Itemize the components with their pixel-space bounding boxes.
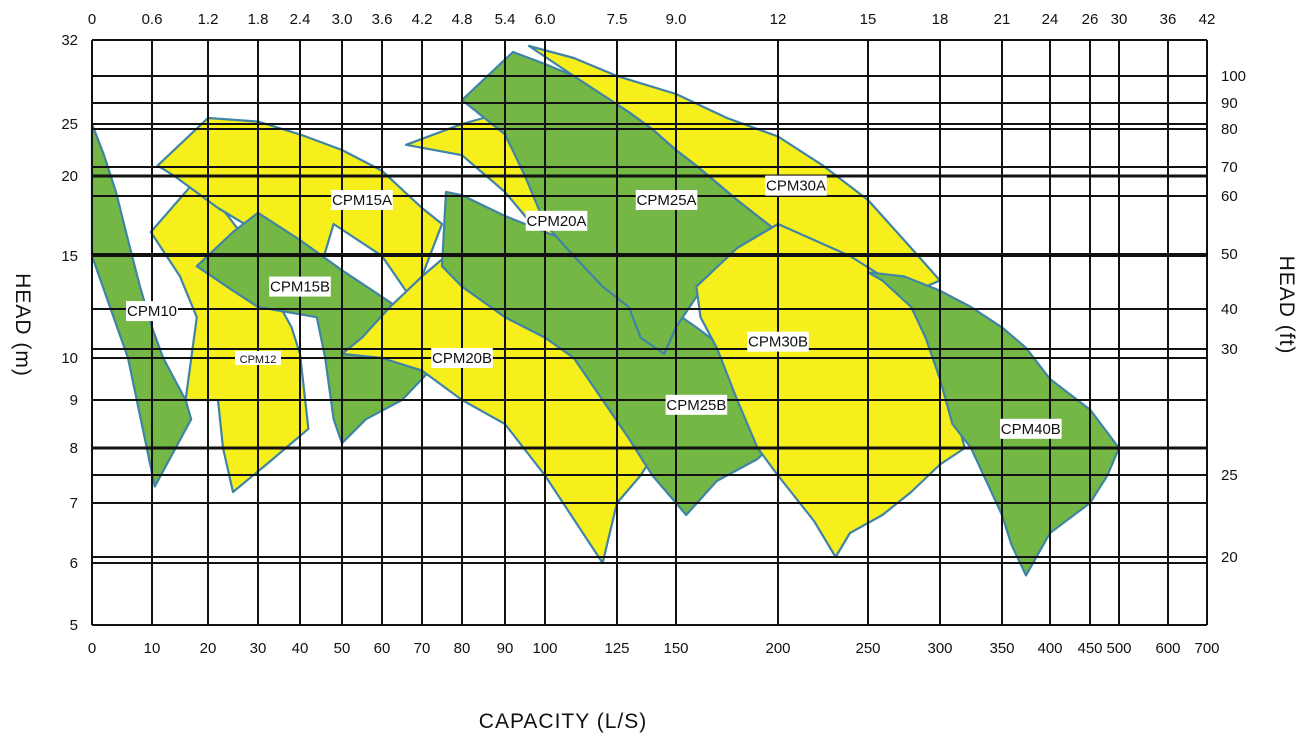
label-background (1000, 418, 1062, 439)
label-background (525, 210, 588, 231)
x-tick-label-bottom: 80 (454, 640, 471, 657)
x-tick-label-bottom: 200 (765, 640, 790, 657)
y-tick-label-left: 5 (70, 617, 78, 634)
region-labels: CPM10 CPM12 CPM15A CPM15B CPM20A CPM20B CPM25A… (126, 175, 1062, 439)
x-tick-label-top: 4.8 (452, 11, 473, 28)
y-tick-label-right: 80 (1221, 121, 1238, 138)
y-tick-label-left: 9 (70, 392, 78, 409)
x-tick-label-top: 24 (1042, 11, 1059, 28)
x-tick-label-top: 15 (860, 11, 877, 28)
x-tick-label-bottom: 125 (604, 640, 629, 657)
x-tick-label-bottom: 50 (334, 640, 351, 657)
y-tick-label-right: 40 (1221, 301, 1238, 318)
tick-labels: 0 10 20 30 40 50 60 70 80 90 100 125 150 200 250 300 350… (61, 11, 1246, 657)
x-tick-label-top: 21 (994, 11, 1011, 28)
y-tick-label-left: 7 (70, 495, 78, 512)
label-background (235, 351, 281, 365)
y-tick-label-right: 50 (1221, 246, 1238, 263)
x-tick-label-top: 3.0 (332, 11, 353, 28)
label-background (765, 175, 827, 196)
x-tick-label-bottom: 450 (1077, 640, 1102, 657)
x-tick-label-top: 26 (1082, 11, 1099, 28)
y-tick-label-right: 70 (1221, 159, 1238, 176)
label-background (431, 348, 493, 368)
y-tick-label-right: 20 (1221, 549, 1238, 566)
region-label-cpm20a: CPM20A (527, 213, 587, 230)
region-label-cpm25b: CPM25B (666, 397, 726, 414)
region-label-cpm25a: CPM25A (637, 192, 697, 209)
label-background (331, 190, 393, 210)
x-tick-label-top: 36 (1160, 11, 1177, 28)
x-tick-label-bottom: 500 (1106, 640, 1131, 657)
region-label-cpm12: CPM12 (240, 354, 277, 366)
x-tick-label-bottom: 400 (1037, 640, 1062, 657)
x-tick-label-bottom: 10 (144, 640, 161, 657)
x-tick-label-bottom: 0 (88, 640, 96, 657)
label-background (747, 331, 809, 352)
y-tick-label-right: 25 (1221, 467, 1238, 484)
regions-layer (90, 44, 1121, 577)
x-tick-label-top: 42 (1199, 11, 1216, 28)
y-tick-label-left: 32 (61, 32, 78, 49)
x-tick-label-bottom: 100 (532, 640, 557, 657)
x-tick-label-bottom: 300 (927, 640, 952, 657)
label-background (665, 394, 728, 415)
label-background (635, 190, 698, 210)
y-tick-label-right: 30 (1221, 341, 1238, 358)
region-label-cpm20b: CPM20B (432, 350, 492, 367)
x-tick-label-top: 7.5 (607, 11, 628, 28)
x-tick-label-bottom: 60 (374, 640, 391, 657)
x-tick-label-top: 6.0 (535, 11, 556, 28)
x-axis-title: CAPACITY (L/S) (479, 710, 647, 733)
region-label-cpm30a: CPM30A (766, 178, 826, 195)
x-tick-label-top: 9.0 (666, 11, 687, 28)
x-tick-label-top: 0 (88, 11, 96, 28)
x-tick-label-top: 4.2 (412, 11, 433, 28)
x-tick-label-bottom: 350 (989, 640, 1014, 657)
y-tick-label-right: 60 (1221, 188, 1238, 205)
x-tick-label-top: 30 (1111, 11, 1128, 28)
y-tick-label-left: 15 (61, 248, 78, 265)
grid-layer (91, 39, 1208, 626)
y-tick-label-left: 6 (70, 555, 78, 572)
x-tick-label-top: 18 (932, 11, 949, 28)
y-tick-label-left: 10 (61, 350, 78, 367)
region-label-cpm40b: CPM40B (1001, 421, 1061, 438)
x-tick-label-bottom: 40 (292, 640, 309, 657)
x-tick-label-bottom: 600 (1155, 640, 1180, 657)
y-tick-label-left: 20 (61, 168, 78, 185)
region-label-cpm30b: CPM30B (748, 334, 808, 351)
region-label-cpm15a: CPM15A (332, 192, 392, 209)
y-tick-label-left: 25 (61, 116, 78, 133)
x-tick-label-top: 12 (770, 11, 787, 28)
x-tick-label-bottom: 20 (200, 640, 217, 657)
x-tick-label-top: 1.2 (198, 11, 219, 28)
x-tick-label-bottom: 250 (855, 640, 880, 657)
region-label-cpm15b: CPM15B (270, 279, 330, 296)
x-tick-label-bottom: 30 (250, 640, 267, 657)
y-axis-title-right: HEAD (ft) (1275, 256, 1298, 355)
x-tick-label-bottom: 70 (414, 640, 431, 657)
x-tick-label-top: 5.4 (495, 11, 516, 28)
region-cpm30b (695, 222, 966, 559)
x-tick-label-top: 1.8 (248, 11, 269, 28)
x-tick-label-bottom: 700 (1194, 640, 1219, 657)
x-tick-label-top: 2.4 (290, 11, 311, 28)
region-cpm15b (195, 211, 436, 445)
x-tick-label-top: 0.6 (142, 11, 163, 28)
label-background (126, 301, 178, 322)
x-tick-label-bottom: 150 (663, 640, 688, 657)
label-background (269, 276, 331, 297)
y-axis-title-left: HEAD (m) (11, 273, 34, 377)
x-tick-label-bottom: 90 (497, 640, 514, 657)
y-tick-label-right: 90 (1221, 95, 1238, 112)
x-tick-label-top: 3.6 (372, 11, 393, 28)
region-label-cpm10: CPM10 (127, 303, 177, 320)
y-tick-label-right: 100 (1221, 68, 1246, 85)
y-tick-label-left: 8 (70, 440, 78, 457)
